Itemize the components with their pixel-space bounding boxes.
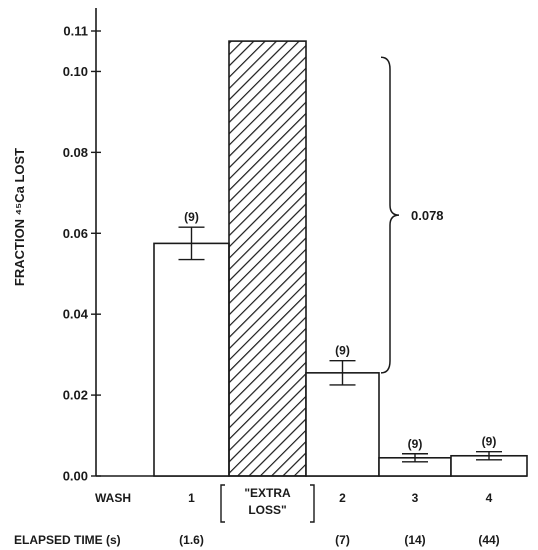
n-label: (9)	[408, 437, 423, 451]
category-label: 1	[188, 491, 195, 505]
category-label: "EXTRA	[244, 486, 291, 500]
y-tick-label: 0.02	[63, 388, 88, 403]
wash-row-label: WASH	[95, 491, 131, 505]
y-tick-label: 0.04	[63, 307, 89, 322]
category-label: 3	[412, 491, 419, 505]
bar	[228, 40, 307, 477]
n-label: (9)	[184, 210, 199, 224]
annotation-brace	[380, 56, 400, 374]
elapsed-time-label: (14)	[404, 533, 425, 547]
labels: (9) 1 (1.6) "EXTRA LOSS" (9) 2 (7) (9) 3 (14) (9) 4 (…	[14, 56, 500, 547]
category-label: LOSS"	[248, 503, 286, 517]
elapsed-time-row-label: ELAPSED TIME (s)	[14, 533, 121, 547]
elapsed-time-label: (44)	[478, 533, 499, 547]
elapsed-time-label: (1.6)	[179, 533, 204, 547]
y-tick-label: 0.11	[63, 24, 88, 39]
annotation-label: 0.078	[411, 208, 444, 223]
label-bracket-right	[310, 484, 315, 523]
n-label: (9)	[482, 435, 497, 449]
y-tick-label: 0.08	[63, 145, 88, 160]
category-label: 4	[486, 491, 493, 505]
category-label: 2	[339, 491, 346, 505]
label-bracket-left	[220, 484, 225, 523]
n-label: (9)	[335, 344, 350, 358]
bar	[153, 242, 230, 477]
elapsed-time-label: (7)	[335, 533, 350, 547]
y-tick-label: 0.06	[63, 226, 88, 241]
y-tick-label: 0.10	[63, 64, 88, 79]
bar	[305, 372, 380, 477]
y-tick-label: 0.00	[63, 469, 88, 484]
bars	[153, 40, 528, 477]
y-axis-title: FRACTION ⁴⁵Ca LOST	[12, 148, 27, 286]
